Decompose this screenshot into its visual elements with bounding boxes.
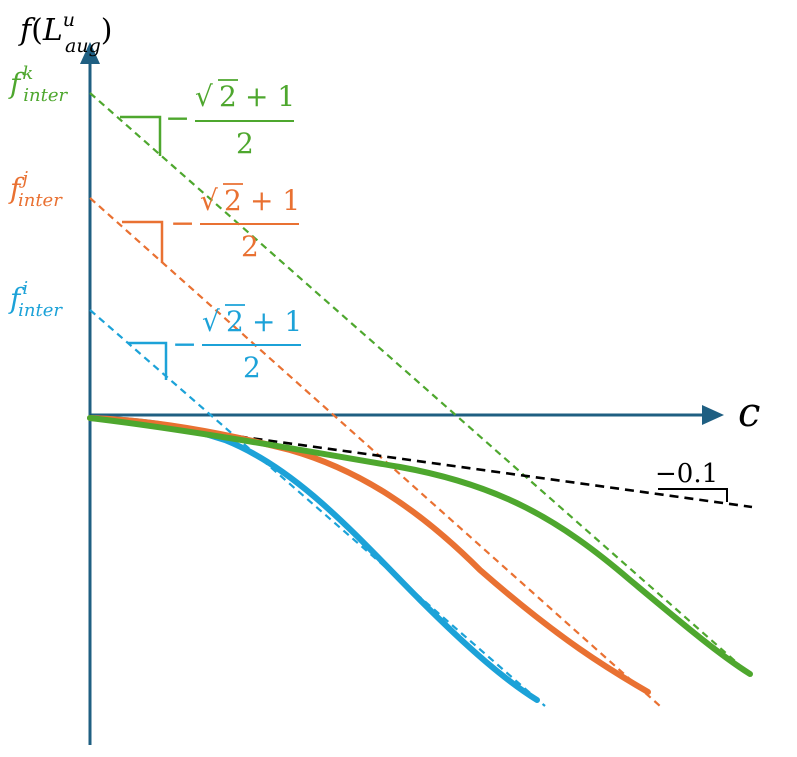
asymptote-line-green	[89, 92, 753, 677]
slope-triangle-green	[120, 115, 162, 156]
slope-label-orange: − √ 2 + 1 2	[170, 183, 300, 263]
slope-label-blue-denominator: 2	[243, 351, 261, 384]
slope-label-green-sign: −	[165, 101, 190, 136]
y-axis-label: f(Lu aug)	[18, 9, 112, 57]
slope-label-green-denominator: 2	[236, 127, 254, 160]
asymptote-line-blue	[89, 309, 546, 707]
x-axis-arrowhead	[702, 405, 724, 425]
intercept-label-i: f i inter	[8, 278, 63, 321]
slope-label-blue-sign: −	[172, 327, 197, 362]
asymptote-line-orange	[89, 197, 661, 707]
slope-triangles	[120, 115, 728, 502]
slope-label-orange-sign: −	[170, 206, 195, 241]
axes	[80, 42, 724, 745]
slope-label-orange-denominator: 2	[241, 230, 259, 263]
slope-triangle-black	[658, 488, 728, 502]
slope-label-orange-sqrt: √	[200, 184, 218, 217]
slope-triangle-blue	[128, 341, 168, 380]
curve-orange	[87, 415, 651, 695]
slope-label-blue-radicand: 2	[226, 305, 244, 338]
slope-triangle-orange	[122, 220, 164, 263]
curves	[87, 415, 753, 703]
slope-label-blue-plus: + 1	[252, 305, 302, 338]
slope-label-blue-sqrt: √	[202, 305, 220, 338]
intercept-label-j: f j inter	[8, 168, 63, 211]
x-axis-label: c	[738, 390, 760, 436]
slope-label-green-plus: + 1	[245, 80, 295, 113]
shallow-slope-label: −0.1	[655, 459, 718, 489]
y-axis-arrowhead	[80, 42, 100, 64]
slope-label-green-radicand: 2	[219, 80, 237, 113]
curve-green	[87, 415, 753, 677]
slope-label-green: − √ 2 + 1 2	[165, 79, 295, 160]
slope-label-blue: − √ 2 + 1 2	[172, 304, 302, 384]
intercept-label-k: f k inter	[8, 63, 69, 106]
slope-label-green-sqrt: √	[195, 80, 213, 113]
slope-label-orange-radicand: 2	[224, 184, 242, 217]
asymptote-lines	[89, 92, 753, 707]
slope-label-orange-plus: + 1	[250, 184, 300, 217]
